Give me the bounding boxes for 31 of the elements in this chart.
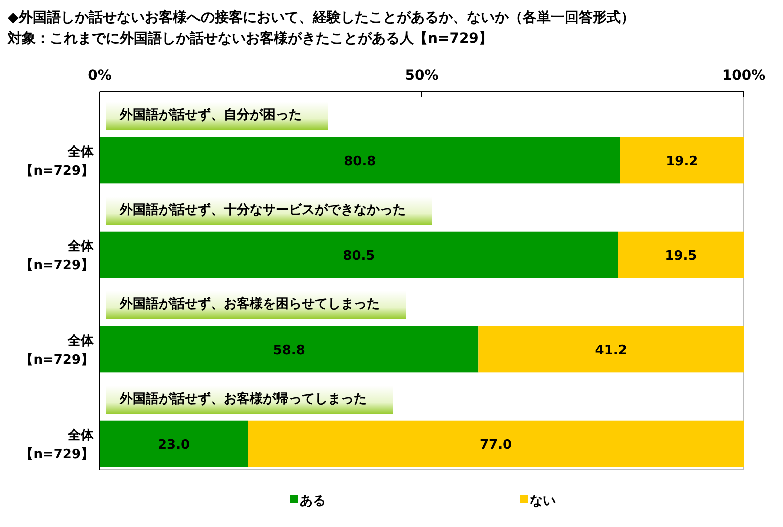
y-tick-label: 全体【n=729】 — [20, 428, 95, 463]
bar — [100, 326, 479, 373]
data-label: 77.0 — [480, 438, 512, 454]
annotation: 外国語が話せず、お客様が帰ってしまった — [106, 386, 393, 414]
data-label: 80.8 — [344, 154, 376, 170]
data-label: 19.2 — [666, 154, 698, 170]
bar — [100, 232, 618, 278]
x-tick-label: 50% — [405, 68, 439, 84]
legend-label: ない — [530, 494, 556, 509]
y-tick-label: 全体【n=729】 — [20, 145, 95, 180]
bar — [100, 420, 248, 468]
legend-label: ある — [300, 494, 326, 509]
data-label: 80.5 — [343, 249, 376, 264]
annotation: 外国語が話せず、十分なサービスができなかった — [106, 196, 432, 224]
x-tick-label: 100% — [722, 68, 766, 84]
bar — [620, 137, 744, 184]
data-label: 23.0 — [158, 438, 190, 454]
bar — [618, 232, 744, 278]
chart-subtitle: 対象：これまでに外国語しか話せないお客様がきたことがある人【n=729】 — [7, 30, 493, 47]
chart-title: ◆外国語しか話せないお客様への接客において、経験したことがあるか、ないか（各単一回答形式） — [8, 9, 635, 26]
y-tick-label: 全体【n=729】 — [20, 240, 95, 274]
data-label: 58.8 — [273, 344, 306, 359]
bar — [100, 137, 620, 184]
bar — [478, 326, 744, 373]
annotation: 外国語が話せず、お客様を困らせてしまった — [106, 291, 406, 319]
bar — [248, 420, 744, 468]
data-label: 19.5 — [665, 249, 698, 264]
data-label: 41.2 — [595, 344, 628, 359]
x-tick-label: 0% — [88, 68, 112, 84]
annotation: 外国語が話せず、自分が困った — [106, 102, 328, 130]
y-tick-label: 全体【n=729】 — [20, 334, 95, 368]
